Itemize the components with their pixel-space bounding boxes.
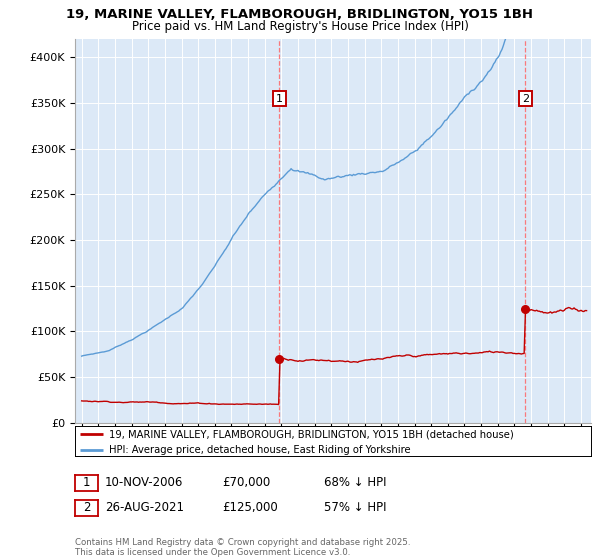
Text: 19, MARINE VALLEY, FLAMBOROUGH, BRIDLINGTON, YO15 1BH: 19, MARINE VALLEY, FLAMBOROUGH, BRIDLING… <box>67 8 533 21</box>
Text: 2: 2 <box>83 501 90 515</box>
Text: Contains HM Land Registry data © Crown copyright and database right 2025.
This d: Contains HM Land Registry data © Crown c… <box>75 538 410 557</box>
Text: 57% ↓ HPI: 57% ↓ HPI <box>324 501 386 515</box>
Text: 68% ↓ HPI: 68% ↓ HPI <box>324 476 386 489</box>
Text: 2: 2 <box>521 94 529 104</box>
Text: HPI: Average price, detached house, East Riding of Yorkshire: HPI: Average price, detached house, East… <box>109 445 410 455</box>
Text: 10-NOV-2006: 10-NOV-2006 <box>105 476 184 489</box>
Text: 26-AUG-2021: 26-AUG-2021 <box>105 501 184 515</box>
Text: £70,000: £70,000 <box>222 476 270 489</box>
Text: Price paid vs. HM Land Registry's House Price Index (HPI): Price paid vs. HM Land Registry's House … <box>131 20 469 32</box>
Text: 1: 1 <box>83 476 90 489</box>
Text: 19, MARINE VALLEY, FLAMBOROUGH, BRIDLINGTON, YO15 1BH (detached house): 19, MARINE VALLEY, FLAMBOROUGH, BRIDLING… <box>109 429 513 439</box>
Text: 1: 1 <box>276 94 283 104</box>
Text: £125,000: £125,000 <box>222 501 278 515</box>
